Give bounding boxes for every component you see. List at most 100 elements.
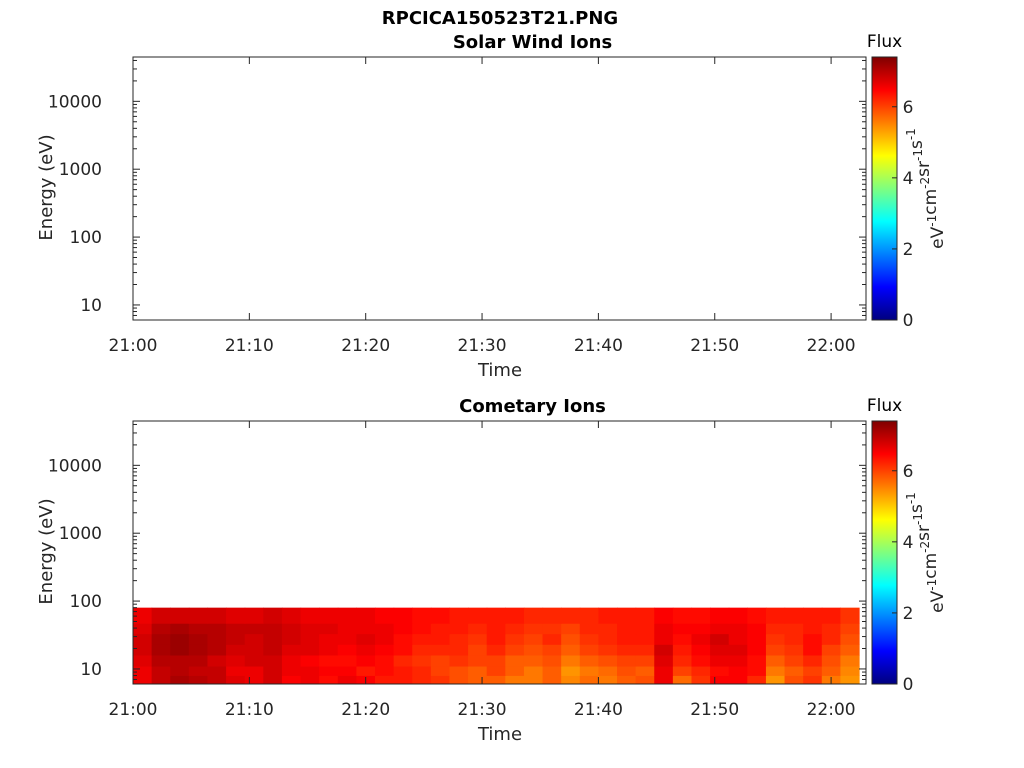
p1-heatmap-cell	[300, 607, 320, 624]
p1-heatmap-cell	[319, 666, 339, 676]
p1-heatmap-cell	[617, 644, 637, 656]
p1-heatmap-cell	[710, 666, 730, 676]
p1-heatmap-cell	[598, 623, 618, 635]
p1-heatmap-cell	[635, 644, 655, 656]
p1-axes-title: Cometary Ions	[459, 396, 606, 417]
p1-heatmap-cell	[505, 666, 525, 676]
p1-heatmap-cell	[319, 607, 339, 624]
p1-heatmap-cell	[337, 675, 357, 685]
p1-heatmap-cell	[281, 675, 302, 685]
p1-colorbar-tick-label: 4	[903, 533, 914, 553]
p1-x-tick-label: 21:10	[225, 700, 274, 720]
p1-colorbar-tick-label: 6	[903, 462, 914, 482]
p0-colorbar	[871, 56, 898, 321]
p0-colorbar-unit-base: eV	[928, 226, 948, 248]
p1-heatmap-cell	[784, 675, 804, 685]
p1-heatmap-cell	[188, 644, 209, 656]
p1-heatmap-cell	[784, 607, 804, 624]
p1-heatmap-cell	[672, 666, 693, 676]
p1-heatmap-cell	[579, 607, 599, 624]
p0-colorbar-title: Flux	[867, 32, 902, 52]
p1-heatmap-cell	[710, 607, 730, 624]
p1-heatmap-cell	[133, 666, 153, 676]
p1-heatmap-cell	[710, 644, 730, 656]
p1-heatmap-cell	[468, 675, 488, 685]
p1-heatmap-cell	[654, 666, 674, 676]
p1-heatmap-cell	[449, 675, 469, 685]
p1-heatmap-cell	[486, 644, 506, 656]
p1-heatmap-cell	[728, 623, 748, 635]
p1-heatmap-cell	[579, 675, 599, 685]
p1-heatmap-cell	[393, 644, 413, 656]
p1-heatmap-cell	[356, 633, 376, 645]
p1-heatmap-cell	[356, 607, 376, 624]
p1-heatmap-cell	[170, 623, 190, 635]
p1-heatmap-cell	[468, 633, 488, 645]
p1-heatmap-cell	[579, 666, 599, 676]
p1-heatmap-cell	[226, 644, 246, 656]
p1-heatmap-cell	[561, 675, 581, 685]
p1-heatmap-cell	[226, 675, 246, 685]
p1-heatmap-cell	[449, 607, 469, 624]
p1-heatmap-cell	[133, 633, 153, 645]
p1-heatmap-cell	[765, 655, 786, 667]
p1-colorbar-unit-exp: -1	[925, 579, 939, 591]
p1-x-tick-label: 21:50	[690, 700, 739, 720]
p1-heatmap-cell	[170, 675, 190, 685]
panel-solar-wind-ions: 21:00 21:10 21:20 21:30 21:40 21:50 22:00 10 100…	[36, 32, 948, 381]
p1-heatmap-cell	[151, 623, 171, 635]
p1-heatmap-cell	[617, 675, 637, 685]
p1-colorbar-unit-exp: -1	[911, 513, 925, 525]
p1-heatmap-cell	[430, 633, 451, 645]
p0-colorbar-tick-label: 0	[903, 311, 914, 331]
p1-heatmap-cell	[337, 644, 357, 656]
p0-colorbar-tick-label: 6	[903, 98, 914, 118]
p1-heatmap-cell	[281, 623, 302, 635]
p0-y-axis-label: Energy (eV)	[36, 134, 57, 240]
p1-heatmap-cell	[207, 623, 227, 635]
p1-heatmap-cell	[654, 633, 674, 645]
p1-heatmap-cell	[784, 666, 804, 676]
p0-x-axis-label: Time	[477, 360, 522, 381]
p1-heatmap-cell	[784, 644, 804, 656]
p1-heatmap-cell	[300, 633, 320, 645]
p1-x-axis-label: Time	[477, 724, 522, 745]
p0-plot-area	[133, 57, 866, 320]
p1-heatmap-cell	[505, 633, 525, 645]
p1-heatmap-cell	[635, 666, 655, 676]
p1-heatmap-cell	[821, 623, 842, 635]
p1-heatmap-cell	[523, 633, 544, 645]
p1-heatmap-cell	[468, 655, 488, 667]
p1-heatmap-cell	[244, 623, 264, 635]
p1-heatmap-cell	[691, 655, 711, 667]
p0-axes-title: Solar Wind Ions	[453, 32, 612, 53]
p1-heatmap-cell	[468, 666, 488, 676]
p1-heatmap-cell	[598, 607, 618, 624]
p1-heatmap-cell	[170, 655, 190, 667]
p1-x-tick-label: 21:20	[341, 700, 390, 720]
p1-x-tick-label: 21:00	[109, 700, 158, 720]
p1-heatmap-cell	[505, 655, 525, 667]
p1-heatmap-cell	[375, 633, 395, 645]
p1-heatmap-cell	[468, 623, 488, 635]
p0-axes-frame	[132, 56, 867, 321]
p1-heatmap-cell	[300, 655, 320, 667]
p1-heatmap-cell	[188, 633, 209, 645]
p1-heatmap-cell	[617, 623, 637, 635]
p1-heatmap-cell	[170, 607, 190, 624]
p1-heatmap-cell	[170, 644, 190, 656]
p1-heatmap-cell	[617, 666, 637, 676]
p1-x-tick-label: 22:00	[807, 700, 856, 720]
p1-x-tick-label: 21:30	[458, 700, 507, 720]
p1-heatmap-cell	[542, 644, 562, 656]
p1-heatmap-cell	[486, 675, 506, 685]
p1-heatmap-cell	[300, 644, 320, 656]
p1-heatmap-cell	[486, 623, 506, 635]
p1-heatmap-cell	[803, 666, 823, 676]
figure-title: RPCICA150523T21.PNG	[382, 8, 618, 29]
p1-heatmap-cell	[635, 623, 655, 635]
p1-heatmap-cell	[505, 675, 525, 685]
p1-colorbar-unit-exp: -1	[904, 492, 918, 504]
p1-heatmap-cell	[244, 633, 264, 645]
